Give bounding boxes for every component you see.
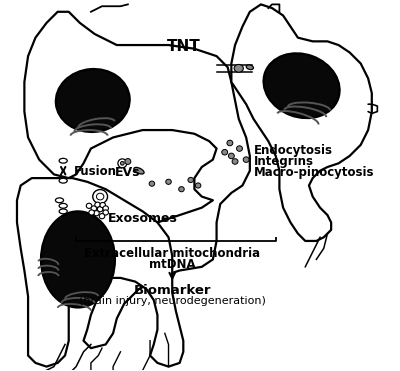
Ellipse shape — [59, 203, 67, 208]
Ellipse shape — [228, 153, 234, 159]
Text: mtDNA: mtDNA — [149, 259, 196, 272]
Ellipse shape — [118, 159, 127, 168]
Text: Integrins: Integrins — [254, 155, 314, 168]
Text: EVs: EVs — [115, 166, 141, 179]
Ellipse shape — [243, 157, 249, 162]
Ellipse shape — [59, 209, 67, 214]
Text: Extracellular mitochondria: Extracellular mitochondria — [84, 247, 260, 260]
Ellipse shape — [234, 65, 243, 72]
Ellipse shape — [227, 140, 233, 146]
Ellipse shape — [59, 158, 67, 163]
Ellipse shape — [93, 190, 108, 204]
Ellipse shape — [91, 206, 97, 211]
Ellipse shape — [89, 210, 94, 215]
Ellipse shape — [236, 146, 242, 151]
Ellipse shape — [100, 203, 106, 208]
Polygon shape — [24, 12, 250, 348]
Ellipse shape — [97, 207, 103, 212]
Ellipse shape — [125, 158, 131, 164]
Ellipse shape — [59, 178, 67, 183]
Ellipse shape — [86, 203, 92, 209]
Ellipse shape — [99, 214, 105, 219]
Text: Fusion: Fusion — [74, 165, 117, 178]
Ellipse shape — [179, 187, 184, 192]
Ellipse shape — [188, 177, 194, 183]
Ellipse shape — [149, 181, 155, 186]
Ellipse shape — [232, 159, 238, 164]
Polygon shape — [17, 178, 183, 367]
Ellipse shape — [94, 211, 99, 216]
Ellipse shape — [41, 211, 115, 308]
Ellipse shape — [134, 167, 144, 174]
Ellipse shape — [103, 206, 108, 211]
Ellipse shape — [96, 193, 104, 200]
Ellipse shape — [195, 183, 201, 188]
Ellipse shape — [222, 150, 228, 155]
Ellipse shape — [120, 161, 124, 165]
Ellipse shape — [264, 53, 340, 118]
Text: Exosomes: Exosomes — [108, 212, 178, 225]
Text: Endocytosis: Endocytosis — [254, 144, 332, 157]
Text: Biomarker: Biomarker — [134, 284, 211, 297]
Ellipse shape — [56, 69, 130, 132]
Text: Macro-pinocytosis: Macro-pinocytosis — [254, 166, 374, 179]
Text: TNT: TNT — [166, 39, 200, 55]
Ellipse shape — [95, 202, 100, 207]
Text: (brain injury, neurodegeneration): (brain injury, neurodegeneration) — [79, 296, 266, 306]
Ellipse shape — [103, 210, 108, 215]
Polygon shape — [231, 4, 372, 241]
Ellipse shape — [166, 179, 171, 184]
Ellipse shape — [246, 65, 254, 70]
Ellipse shape — [56, 198, 64, 203]
